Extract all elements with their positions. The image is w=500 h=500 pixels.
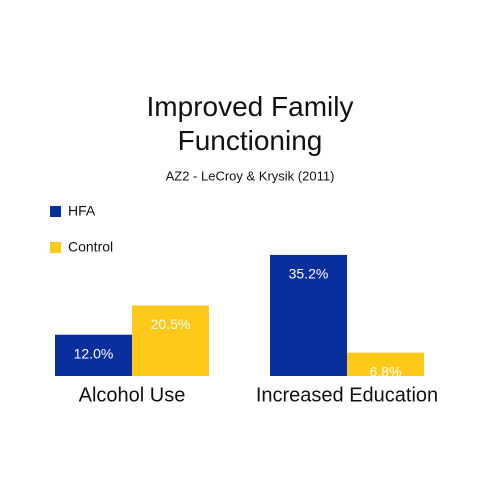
legend-swatch [50,242,61,253]
bar [270,254,347,376]
value-label: 35.2% [289,266,329,282]
legend-label: Control [68,239,113,255]
category-label: Alcohol Use [79,384,186,406]
bar [55,334,132,376]
legend-swatch [50,206,61,217]
value-label: 20.5% [151,316,191,332]
value-label: 12.0% [74,345,114,361]
category-label: Increased Education [256,384,438,406]
bar [132,305,209,376]
bar [347,352,424,376]
chart-subtitle: AZ2 - LeCroy & Krysik (2011) [166,168,335,183]
legend-label: HFA [68,203,96,219]
chart-title: Improved Family Functioning [146,91,354,156]
value-label: 6.8% [370,363,402,379]
